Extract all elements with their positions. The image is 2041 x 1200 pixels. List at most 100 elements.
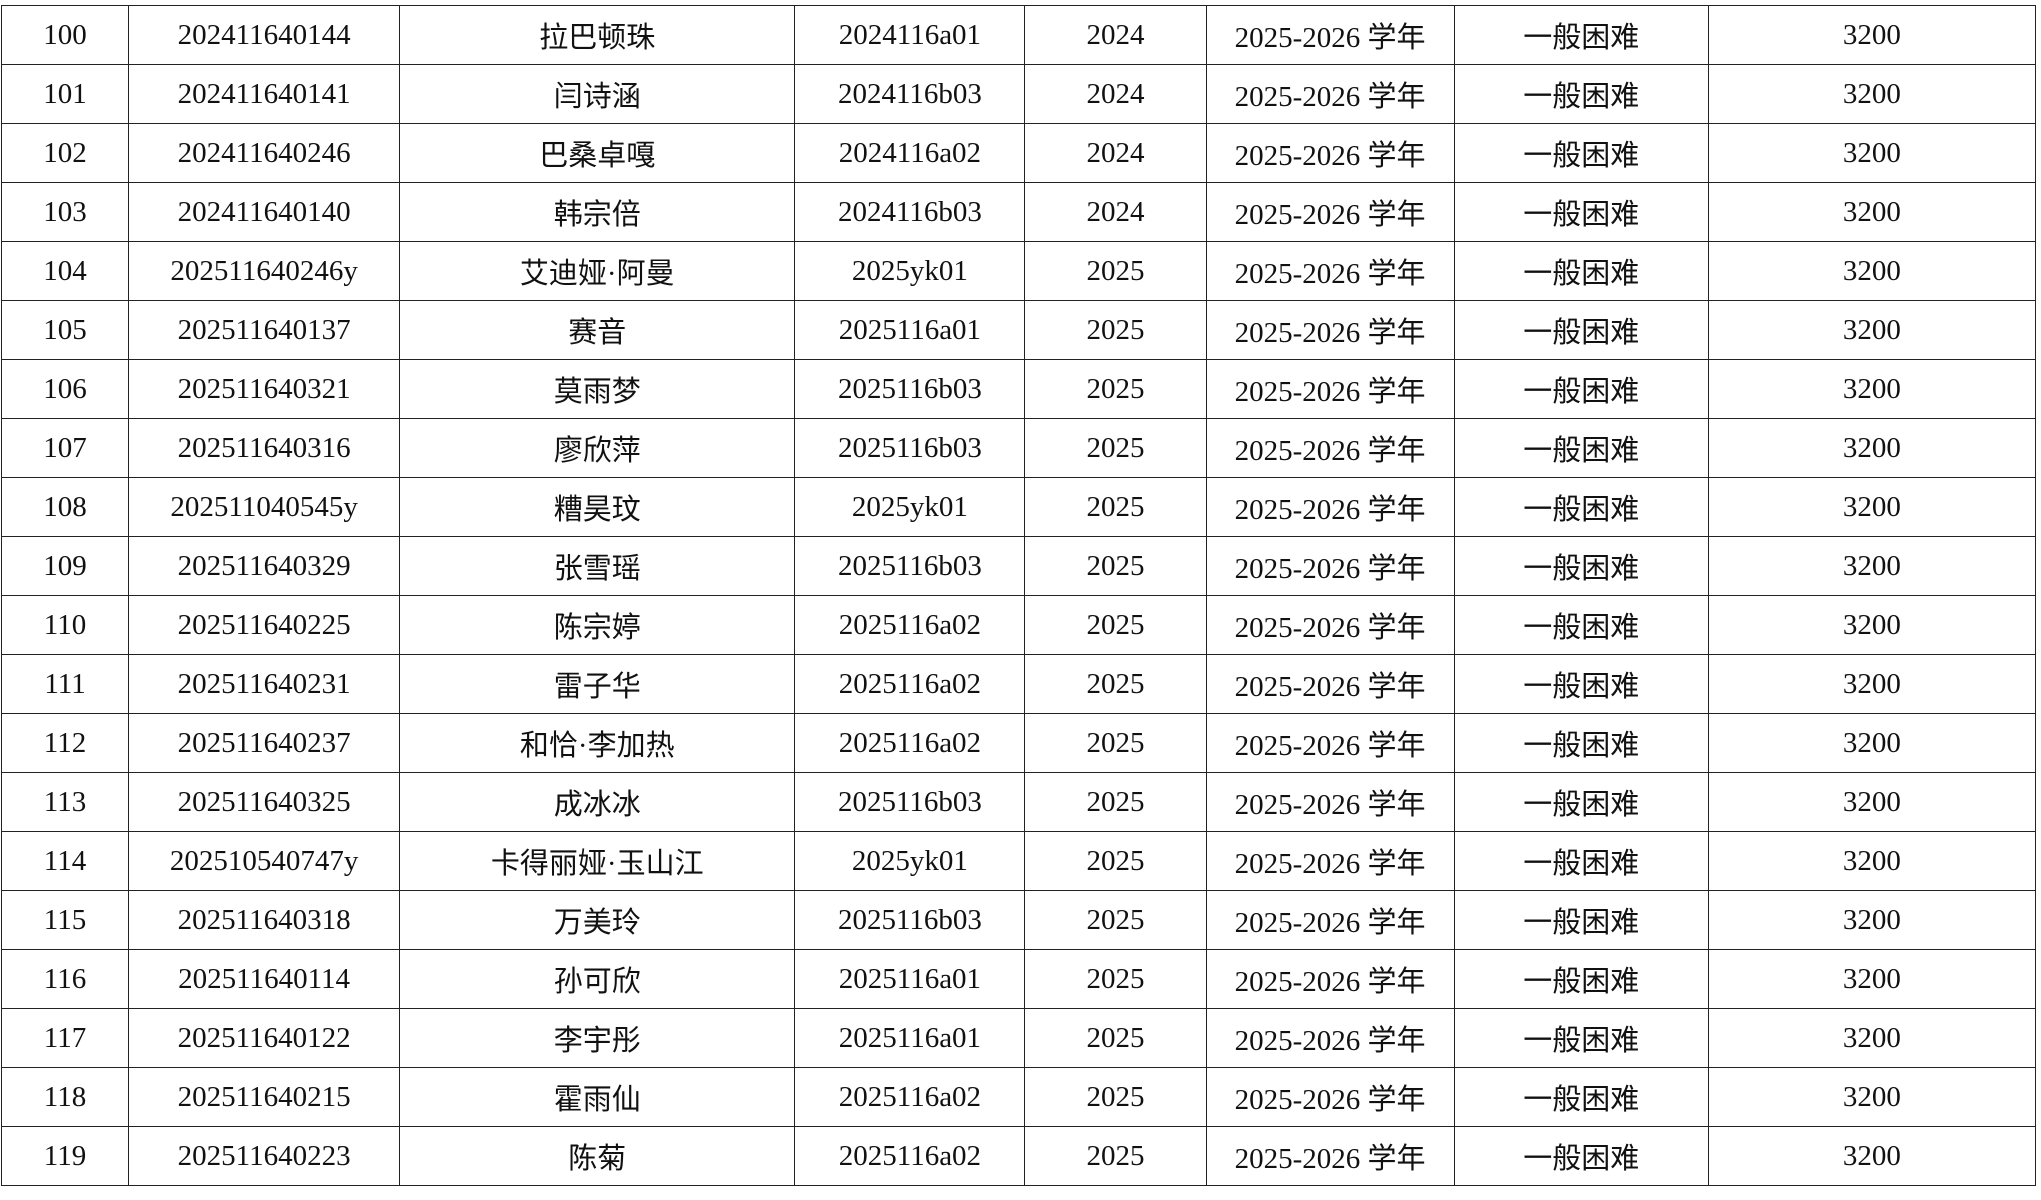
amount-cell: 3200 [1707,1126,2037,1186]
row-number-cell: 107 [0,418,130,478]
student-id-cell: 202511640318 [128,890,401,950]
amount-cell: 3200 [1707,182,2037,242]
difficulty-level-cell: 一般困难 [1453,536,1709,596]
student-name-cell: 韩宗倍 [399,182,796,242]
class-code-cell: 2025116b03 [794,890,1026,950]
table-row: 111 202511640231 雷子华 2025116a02 2025 2025-202… [0,654,2037,714]
academic-year-cell: 2025-2026 学年 [1205,831,1455,891]
amount-cell: 3200 [1707,1008,2037,1068]
student-name-cell: 廖欣萍 [399,418,796,478]
student-id-cell: 202511640137 [128,300,401,360]
student-id-cell: 202511640246y [128,241,401,301]
row-number-cell: 113 [0,772,130,832]
amount-cell: 3200 [1707,949,2037,1009]
table-row: 118 202511640215 霍雨仙 2025116a02 2025 2025-202… [0,1067,2037,1127]
academic-year-cell: 2025-2026 学年 [1205,1126,1455,1186]
difficulty-level-cell: 一般困难 [1453,5,1709,65]
class-code-cell: 2025116a02 [794,595,1026,655]
row-number-cell: 102 [0,123,130,183]
student-id-cell: 202511640215 [128,1067,401,1127]
amount-cell: 3200 [1707,595,2037,655]
student-name-cell: 万美玲 [399,890,796,950]
amount-cell: 3200 [1707,359,2037,419]
difficulty-level-cell: 一般困难 [1453,654,1709,714]
grade-year-cell: 2025 [1024,359,1207,419]
difficulty-level-cell: 一般困难 [1453,300,1709,360]
student-id-cell: 202511040545y [128,477,401,537]
academic-year-cell: 2025-2026 学年 [1205,595,1455,655]
amount-cell: 3200 [1707,123,2037,183]
student-id-cell: 202411640141 [128,64,401,124]
academic-year-cell: 2025-2026 学年 [1205,536,1455,596]
amount-cell: 3200 [1707,654,2037,714]
academic-year-cell: 2025-2026 学年 [1205,123,1455,183]
table-row: 116 202511640114 孙可欣 2025116a01 2025 2025-202… [0,949,2037,1009]
academic-year-cell: 2025-2026 学年 [1205,1008,1455,1068]
class-code-cell: 2024116a01 [794,5,1026,65]
class-code-cell: 2025116b03 [794,772,1026,832]
table-row: 104 202511640246y 艾迪娅·阿曼 2025yk01 2025 2025-2… [0,241,2037,301]
grade-year-cell: 2025 [1024,772,1207,832]
class-code-cell: 2025116b03 [794,418,1026,478]
class-code-cell: 2025yk01 [794,831,1026,891]
student-id-cell: 202511640122 [128,1008,401,1068]
row-number-cell: 110 [0,595,130,655]
class-code-cell: 2025116b03 [794,536,1026,596]
student-name-cell: 糟昊玟 [399,477,796,537]
student-id-cell: 202511640321 [128,359,401,419]
student-name-cell: 和恰·李加热 [399,713,796,773]
amount-cell: 3200 [1707,418,2037,478]
class-code-cell: 2025116a02 [794,1126,1026,1186]
academic-year-cell: 2025-2026 学年 [1205,890,1455,950]
student-id-cell: 202511640325 [128,772,401,832]
table-row: 115 202511640318 万美玲 2025116b03 2025 2025-202… [0,890,2037,950]
amount-cell: 3200 [1707,713,2037,773]
academic-year-cell: 2025-2026 学年 [1205,182,1455,242]
row-number-cell: 109 [0,536,130,596]
academic-year-cell: 2025-2026 学年 [1205,1067,1455,1127]
student-id-cell: 202511640114 [128,949,401,1009]
grade-year-cell: 2024 [1024,182,1207,242]
student-name-cell: 闫诗涵 [399,64,796,124]
row-number-cell: 108 [0,477,130,537]
row-number-cell: 105 [0,300,130,360]
table-row: 100 202411640144 拉巴顿珠 2024116a01 2024 2025-20… [0,5,2037,65]
row-number-cell: 104 [0,241,130,301]
row-number-cell: 118 [0,1067,130,1127]
difficulty-level-cell: 一般困难 [1453,123,1709,183]
student-id-cell: 202511640237 [128,713,401,773]
student-id-cell: 202511640225 [128,595,401,655]
grade-year-cell: 2025 [1024,713,1207,773]
grade-year-cell: 2024 [1024,64,1207,124]
difficulty-level-cell: 一般困难 [1453,477,1709,537]
student-name-cell: 成冰冰 [399,772,796,832]
row-number-cell: 100 [0,5,130,65]
student-name-cell: 卡得丽娅·玉山江 [399,831,796,891]
class-code-cell: 2025116a02 [794,713,1026,773]
grade-year-cell: 2025 [1024,831,1207,891]
row-number-cell: 101 [0,64,130,124]
amount-cell: 3200 [1707,1067,2037,1127]
academic-year-cell: 2025-2026 学年 [1205,949,1455,1009]
grade-year-cell: 2025 [1024,949,1207,1009]
student-name-cell: 拉巴顿珠 [399,5,796,65]
row-number-cell: 103 [0,182,130,242]
student-name-cell: 莫雨梦 [399,359,796,419]
grade-year-cell: 2025 [1024,1067,1207,1127]
table-body: 100 202411640144 拉巴顿珠 2024116a01 2024 2025-20… [0,5,2037,1186]
difficulty-level-cell: 一般困难 [1453,241,1709,301]
difficulty-level-cell: 一般困难 [1453,182,1709,242]
class-code-cell: 2024116b03 [794,182,1026,242]
academic-year-cell: 2025-2026 学年 [1205,713,1455,773]
table-row: 101 202411640141 闫诗涵 2024116b03 2024 2025-202… [0,64,2037,124]
student-id-cell: 202411640246 [128,123,401,183]
row-number-cell: 117 [0,1008,130,1068]
amount-cell: 3200 [1707,831,2037,891]
table-row: 110 202511640225 陈宗婷 2025116a02 2025 2025-202… [0,595,2037,655]
grade-year-cell: 2025 [1024,1008,1207,1068]
row-number-cell: 106 [0,359,130,419]
grade-year-cell: 2025 [1024,654,1207,714]
academic-year-cell: 2025-2026 学年 [1205,477,1455,537]
difficulty-level-cell: 一般困难 [1453,772,1709,832]
student-id-cell: 202411640140 [128,182,401,242]
